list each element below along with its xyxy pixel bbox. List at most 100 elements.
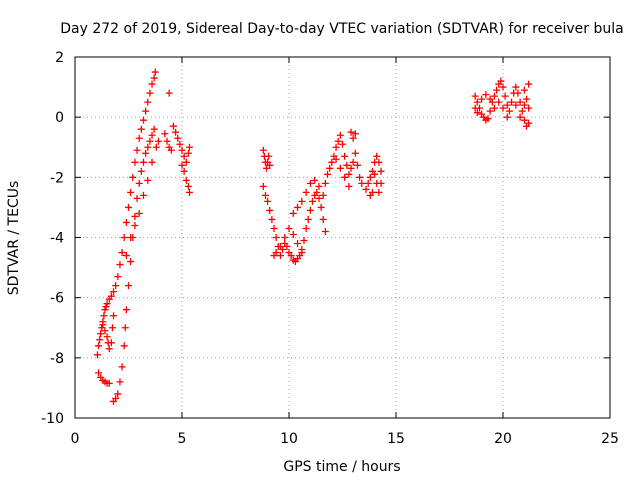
data-point xyxy=(265,152,273,160)
data-point xyxy=(178,161,186,169)
data-point xyxy=(484,115,492,123)
x-tick-label: 0 xyxy=(71,431,80,447)
data-point xyxy=(120,234,128,241)
data-point xyxy=(150,74,158,82)
data-point xyxy=(520,101,528,109)
data-point xyxy=(298,249,306,257)
data-point xyxy=(294,203,302,211)
data-point xyxy=(152,143,160,151)
data-point xyxy=(300,237,308,245)
data-point xyxy=(169,122,177,130)
data-point xyxy=(289,209,297,217)
data-point xyxy=(364,179,372,187)
data-point xyxy=(127,234,135,241)
data-point xyxy=(185,143,193,151)
data-point xyxy=(373,152,381,160)
data-point xyxy=(122,252,130,260)
data-point xyxy=(313,188,321,196)
data-point xyxy=(309,197,317,205)
data-point xyxy=(144,176,152,184)
data-point xyxy=(377,167,385,175)
data-point xyxy=(172,128,180,136)
data-point xyxy=(148,131,156,139)
data-point xyxy=(302,224,310,232)
data-point xyxy=(103,300,111,308)
data-point xyxy=(137,125,145,133)
data-point xyxy=(512,101,520,109)
data-point xyxy=(259,146,267,154)
data-point xyxy=(151,68,159,76)
data-point xyxy=(125,282,132,290)
data-point xyxy=(144,143,152,151)
data-point xyxy=(112,394,120,402)
data-point xyxy=(276,252,284,260)
data-point xyxy=(508,98,516,106)
data-point xyxy=(110,288,118,296)
data-point xyxy=(315,182,323,190)
data-point xyxy=(473,109,481,117)
data-point xyxy=(261,191,269,199)
data-point xyxy=(184,182,192,190)
data-point xyxy=(131,221,139,229)
data-point xyxy=(184,149,192,157)
data-point xyxy=(518,107,526,115)
data-point xyxy=(182,158,190,166)
data-point xyxy=(358,179,366,187)
data-point xyxy=(287,252,295,260)
data-point xyxy=(98,324,106,332)
data-point xyxy=(473,98,481,106)
x-tick-label: 20 xyxy=(494,431,512,447)
data-point xyxy=(289,230,297,238)
x-tick-label: 10 xyxy=(280,431,298,447)
data-point xyxy=(93,351,101,359)
data-point xyxy=(366,173,374,181)
data-point xyxy=(471,104,479,112)
data-point xyxy=(501,92,509,100)
data-point xyxy=(490,104,498,112)
y-tick-label: -10 xyxy=(41,411,64,427)
data-point xyxy=(96,336,104,344)
data-point xyxy=(99,321,107,329)
data-point xyxy=(101,306,109,314)
data-point xyxy=(129,173,137,181)
data-point xyxy=(516,113,524,121)
data-point xyxy=(373,179,381,187)
x-tick-label: 15 xyxy=(387,431,405,447)
data-point xyxy=(180,152,188,160)
data-point xyxy=(503,101,511,109)
data-point xyxy=(122,306,130,314)
data-point xyxy=(182,176,190,184)
data-point xyxy=(107,339,115,347)
data-point xyxy=(503,113,511,121)
data-point xyxy=(520,86,528,94)
data-point xyxy=(163,137,171,145)
y-tick-label: -2 xyxy=(50,170,64,186)
data-point xyxy=(135,134,143,142)
data-point xyxy=(332,155,340,163)
grid-lines xyxy=(75,57,610,418)
data-point xyxy=(321,227,329,235)
data-point xyxy=(347,128,355,136)
data-point xyxy=(121,324,129,332)
data-point xyxy=(146,89,154,97)
data-point xyxy=(139,191,147,199)
data-point xyxy=(516,98,524,106)
data-point xyxy=(268,215,276,223)
data-point xyxy=(133,194,141,202)
data-point xyxy=(178,146,186,154)
data-point xyxy=(263,164,271,172)
data-point xyxy=(272,249,280,257)
data-point xyxy=(375,188,383,196)
data-point xyxy=(298,197,306,205)
data-point xyxy=(139,116,147,124)
data-point xyxy=(105,379,113,387)
x-tick-label: 5 xyxy=(178,431,187,447)
data-point xyxy=(306,179,314,187)
data-point xyxy=(306,206,314,214)
data-point xyxy=(283,243,291,251)
data-point xyxy=(266,206,274,214)
data-point xyxy=(185,188,193,196)
data-point xyxy=(349,158,357,166)
data-point xyxy=(259,182,267,190)
